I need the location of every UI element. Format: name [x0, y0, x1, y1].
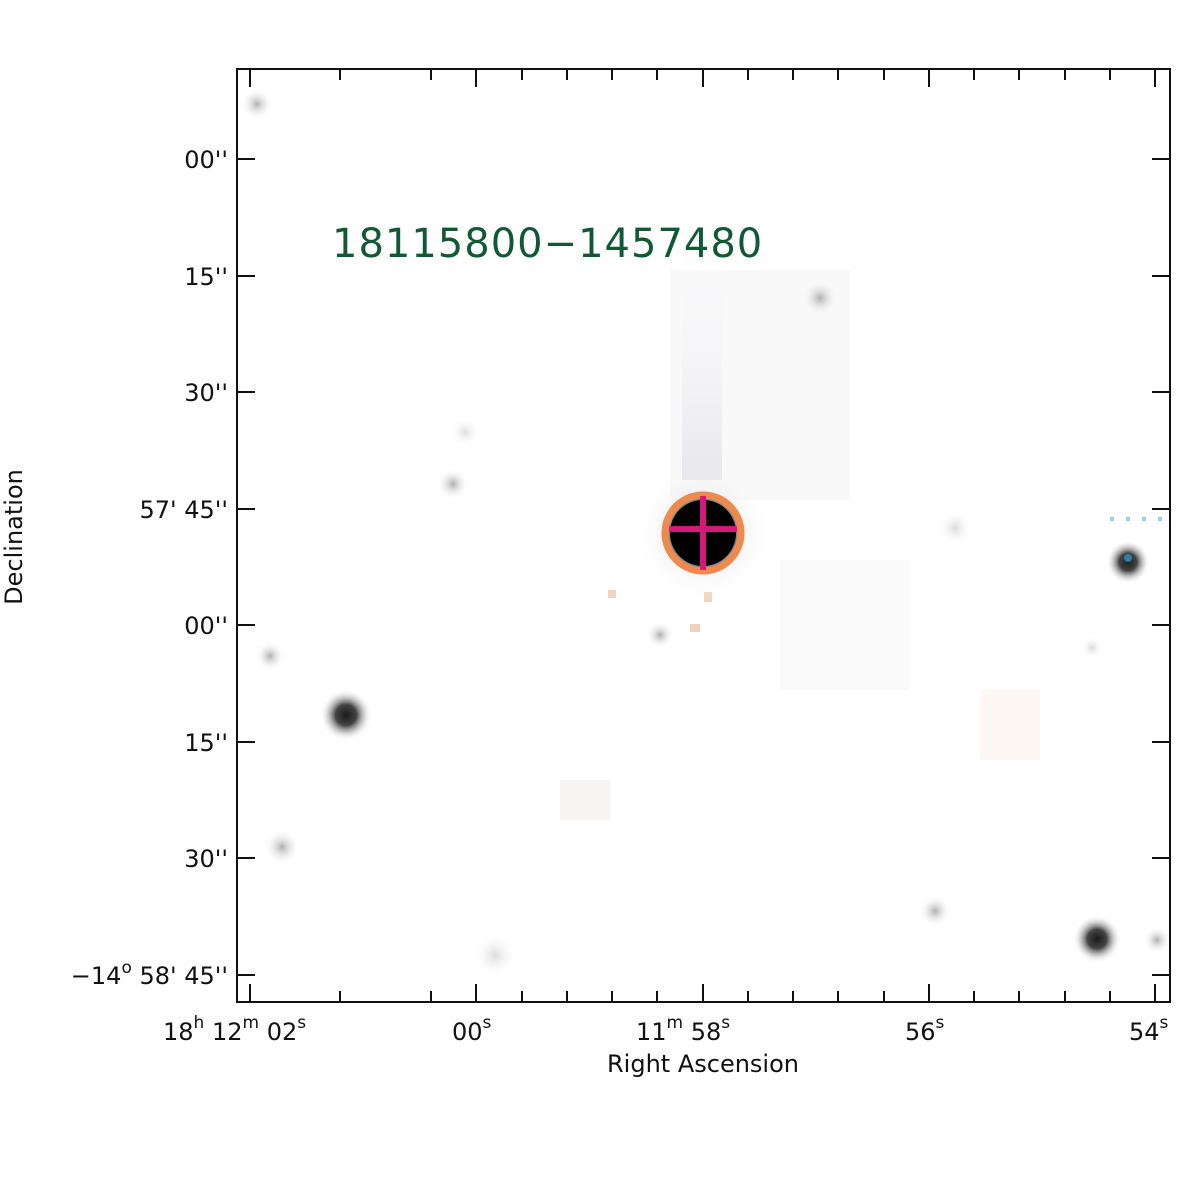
ra-ticks: [249, 69, 1156, 1002]
crosshair: [669, 496, 737, 570]
dec-tick-label: 00'': [184, 612, 228, 640]
star: [1080, 636, 1104, 660]
dec-tick-label: 15'': [184, 729, 228, 757]
ra-tick-label: 56s: [905, 1013, 945, 1046]
dec-ticks: [237, 158, 1170, 976]
star: [264, 829, 300, 865]
ra-tick-label: 11m 58s: [636, 1013, 730, 1046]
star: [320, 689, 372, 741]
star: [937, 510, 973, 546]
dec-tick-label: 30'': [184, 379, 228, 407]
star: [437, 468, 469, 500]
dec-tick-label: 57' 45'': [140, 496, 229, 524]
star: [919, 895, 951, 927]
ra-tick-labels: 18h 12m 02s 00s 11m 58s 56s 54s: [163, 1013, 1169, 1046]
dec-tick-label: 30'': [184, 845, 228, 873]
dec-tick-label: −14o 58' 45'': [71, 958, 228, 990]
star: [473, 933, 517, 977]
y-axis-label: Declination: [0, 469, 28, 605]
dec-tick-label: 00'': [184, 146, 228, 174]
ra-tick-label: 00s: [452, 1013, 492, 1046]
sky-image: [237, 69, 1171, 1002]
ra-tick-label: 54s: [1129, 1013, 1169, 1046]
ra-tick-label: 18h 12m 02s: [163, 1013, 306, 1046]
dec-tick-labels: 00'' 15'' 30'' 57' 45'' 00'' 15'' 30'' −…: [71, 146, 228, 990]
star: [1073, 915, 1121, 963]
star: [255, 641, 285, 671]
x-axis-label: Right Ascension: [607, 1050, 799, 1078]
star: [1124, 554, 1132, 562]
aperture-circle: [661, 491, 745, 575]
source-label: 18115800−1457480: [332, 221, 763, 267]
star: [1143, 926, 1171, 954]
star: [241, 88, 273, 120]
star: [802, 280, 838, 316]
star: [451, 418, 479, 446]
star: [646, 621, 674, 649]
dec-tick-label: 15'': [184, 263, 228, 291]
